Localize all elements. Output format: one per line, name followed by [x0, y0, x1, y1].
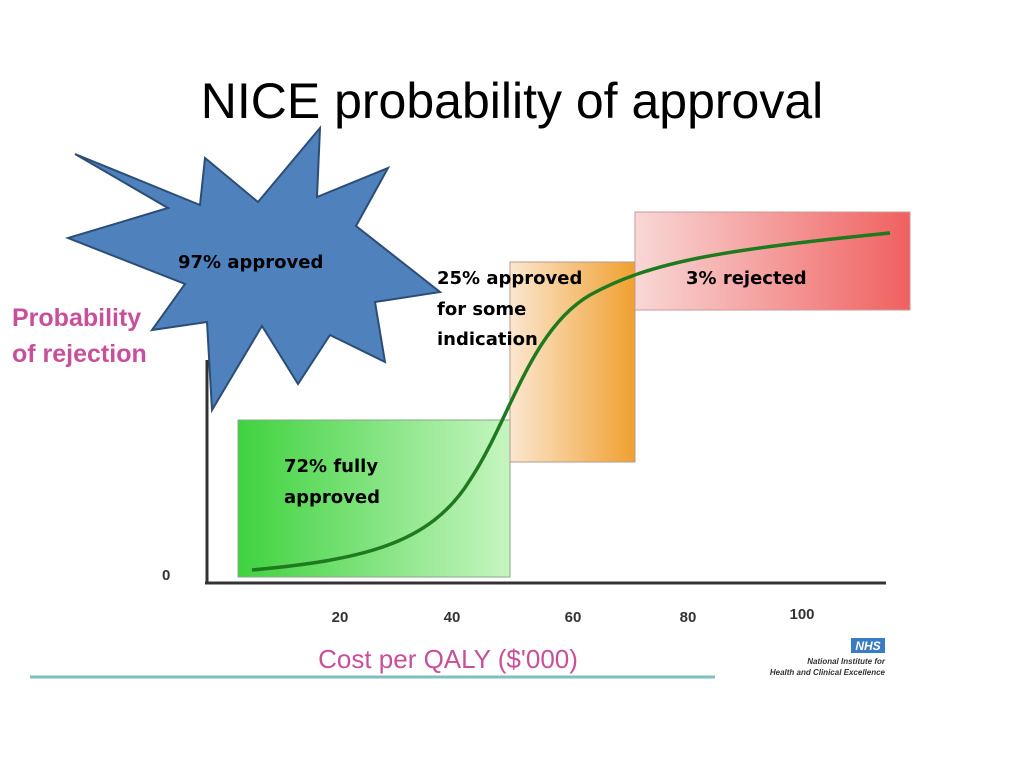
red-callout: 3% rejected — [686, 268, 807, 289]
orange-callout: indication — [437, 329, 538, 350]
rejected-zone — [634, 211, 911, 311]
orange-callout: for some — [437, 299, 526, 320]
logo: NHS — [855, 639, 880, 653]
x-tick-label: 80 — [680, 609, 697, 626]
x-label: Cost per QALY ($'000) — [318, 644, 578, 674]
logo-text: Health and Clinical Excellence — [770, 668, 886, 677]
y-label: of rejection — [12, 340, 147, 368]
x-tick-label: 40 — [444, 609, 461, 626]
logo-box — [851, 638, 885, 653]
partial-zone — [509, 261, 636, 463]
x-tick-label: 60 — [565, 609, 582, 626]
burst-callout: 97% approved — [178, 252, 323, 273]
starburst — [64, 125, 443, 414]
green-callout: 72% fully — [284, 456, 378, 477]
slide-title: NICE probability of approval — [201, 73, 824, 129]
orange-callout: 25% approved — [437, 268, 582, 289]
x-tick-label: 100 — [789, 606, 814, 623]
green-callout: approved — [284, 487, 380, 508]
y-label: Probability — [12, 304, 141, 332]
approval-curve — [251, 231, 891, 572]
y-tick-label: 0 — [162, 567, 170, 584]
logo-text: National Institute for — [807, 657, 886, 666]
x-tick-label: 20 — [332, 609, 349, 626]
